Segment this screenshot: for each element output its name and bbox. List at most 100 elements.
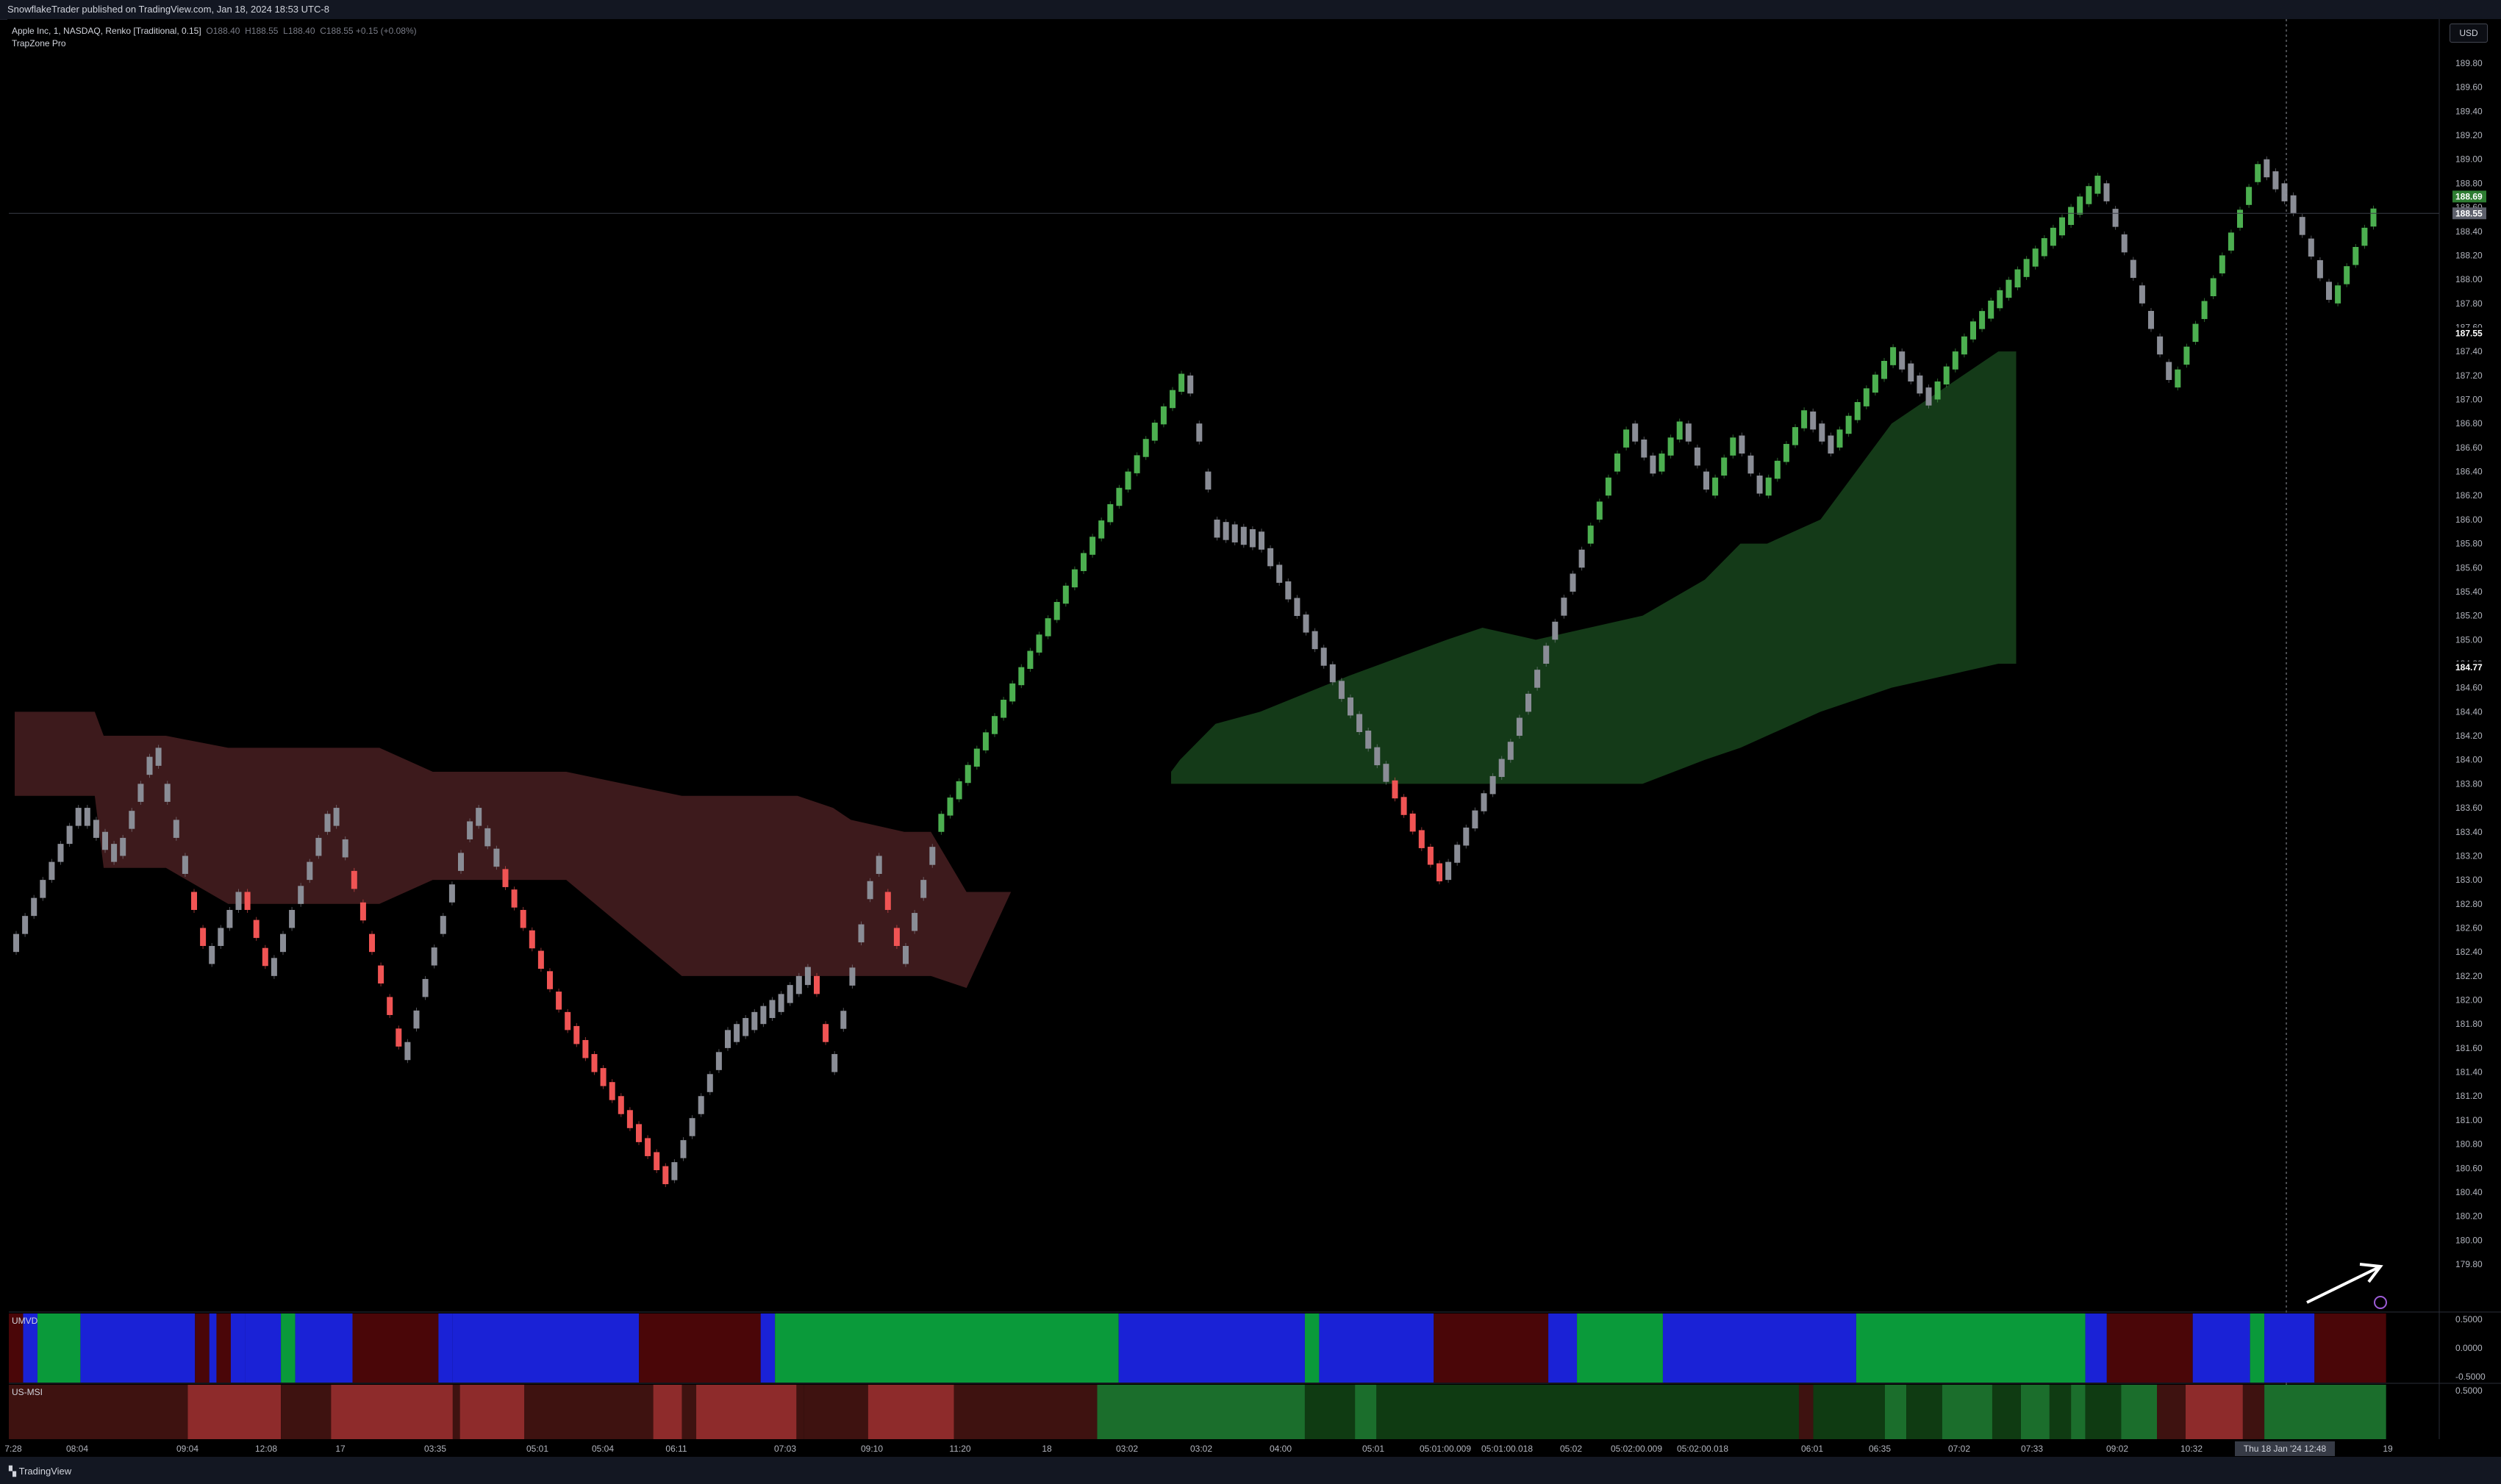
renko-brick bbox=[814, 975, 820, 994]
y-tick-label: 183.00 bbox=[2455, 875, 2483, 885]
renko-brick bbox=[725, 1030, 731, 1048]
renko-brick bbox=[1934, 381, 1941, 400]
renko-brick bbox=[1703, 471, 1709, 490]
renko-brick bbox=[2210, 278, 2216, 296]
renko-brick bbox=[1747, 455, 1754, 474]
renko-brick bbox=[1294, 598, 1300, 617]
indicator-segment bbox=[1577, 1313, 1663, 1383]
renko-brick bbox=[182, 856, 188, 874]
renko-brick bbox=[359, 902, 366, 921]
renko-brick bbox=[1498, 759, 1505, 778]
renko-brick bbox=[671, 1162, 678, 1180]
indicator-segment bbox=[953, 1385, 1098, 1439]
renko-brick bbox=[1730, 437, 1736, 456]
renko-brick bbox=[1979, 311, 1986, 329]
renko-brick bbox=[1543, 645, 1550, 664]
x-tick-label: 09:10 bbox=[861, 1444, 883, 1454]
y-tick-label: 189.00 bbox=[2455, 154, 2483, 165]
renko-brick bbox=[600, 1068, 607, 1086]
x-tick-label: 10:32 bbox=[2180, 1444, 2203, 1454]
renko-brick bbox=[849, 967, 856, 986]
renko-brick bbox=[1641, 439, 1647, 458]
indicator-segment bbox=[459, 1385, 525, 1439]
renko-brick bbox=[1267, 548, 1274, 567]
close-value: 188.55 +0.15 (+0.08%) bbox=[326, 26, 417, 36]
indicator-segment bbox=[1097, 1385, 1305, 1439]
y-tick-label: 188.20 bbox=[2455, 250, 2483, 260]
renko-brick bbox=[2281, 183, 2288, 201]
renko-brick bbox=[787, 985, 793, 1003]
y-tick-label: 182.60 bbox=[2455, 922, 2483, 933]
renko-brick bbox=[1045, 618, 1051, 637]
renko-brick bbox=[1107, 503, 1114, 523]
indicator-segment bbox=[1856, 1313, 2086, 1383]
x-tick-label: 05:02:00.018 bbox=[1677, 1444, 1728, 1454]
renko-brick bbox=[1783, 443, 1789, 462]
renko-brick bbox=[1187, 375, 1194, 394]
renko-brick bbox=[1667, 437, 1674, 456]
x-tick-label: 06:35 bbox=[1869, 1444, 1891, 1454]
renko-brick bbox=[2041, 238, 2047, 257]
indicator-segment bbox=[1942, 1385, 1992, 1439]
y-tick-label: 185.00 bbox=[2455, 634, 2483, 645]
renko-brick bbox=[2112, 209, 2119, 227]
renko-brick bbox=[1721, 457, 1728, 476]
renko-brick bbox=[307, 861, 313, 881]
renko-brick bbox=[378, 965, 384, 984]
renko-brick bbox=[626, 1110, 633, 1128]
renko-brick bbox=[431, 947, 437, 966]
indicator-segment bbox=[9, 1313, 24, 1383]
indicator-label[interactable]: TrapZone Pro bbox=[12, 38, 66, 49]
renko-brick bbox=[66, 825, 73, 845]
renko-brick bbox=[1329, 664, 1336, 683]
renko-brick bbox=[1881, 360, 1887, 379]
renko-brick bbox=[1961, 336, 1967, 355]
renko-brick bbox=[146, 756, 153, 775]
renko-brick bbox=[1819, 423, 1825, 442]
indicator-segment bbox=[1992, 1385, 2021, 1439]
renko-brick bbox=[1259, 531, 1264, 550]
renko-brick bbox=[413, 1010, 420, 1029]
indicator-segment bbox=[216, 1313, 231, 1383]
renko-brick bbox=[1970, 321, 1976, 340]
indicator-segment bbox=[80, 1313, 196, 1383]
renko-brick bbox=[556, 992, 562, 1010]
renko-brick bbox=[2255, 164, 2261, 182]
y-tick-label: 181.40 bbox=[2455, 1067, 2483, 1078]
renko-brick bbox=[1534, 670, 1541, 688]
renko-brick bbox=[493, 848, 500, 867]
x-tick-label: 03:35 bbox=[424, 1444, 446, 1454]
renko-brick bbox=[2352, 247, 2359, 265]
renko-brick bbox=[992, 716, 998, 734]
renko-brick bbox=[645, 1138, 651, 1156]
renko-brick bbox=[1801, 410, 1808, 429]
renko-brick bbox=[1774, 460, 1781, 479]
renko-brick bbox=[1409, 813, 1416, 832]
currency-button[interactable]: USD bbox=[2450, 24, 2488, 43]
x-tick-label: 06:01 bbox=[1801, 1444, 1823, 1454]
renko-brick bbox=[698, 1096, 704, 1114]
y-tick-label: 183.20 bbox=[2455, 850, 2483, 861]
renko-brick bbox=[1445, 861, 1452, 881]
y-tick-label: 184.20 bbox=[2455, 731, 2483, 741]
renko-brick bbox=[315, 837, 322, 856]
renko-brick bbox=[1712, 477, 1719, 496]
renko-brick bbox=[1925, 387, 1932, 406]
indicator-y-tick: 0.5000 bbox=[2455, 1386, 2483, 1396]
renko-brick bbox=[1249, 528, 1256, 548]
renko-brick bbox=[2264, 159, 2270, 178]
indicator-segment bbox=[639, 1313, 761, 1383]
renko-brick bbox=[1685, 423, 1692, 442]
renko-brick bbox=[235, 892, 242, 910]
renko-brick bbox=[22, 916, 29, 934]
x-tick-label: 12:08 bbox=[255, 1444, 277, 1454]
tradingview-logo[interactable]: ▚ TradingView bbox=[9, 1466, 71, 1477]
renko-brick bbox=[1090, 537, 1096, 555]
renko-brick bbox=[1427, 846, 1434, 865]
y-tick-label: 180.80 bbox=[2455, 1139, 2483, 1150]
symbol-label[interactable]: Apple Inc, 1, NASDAQ, Renko [Traditional… bbox=[12, 26, 201, 36]
renko-brick bbox=[2272, 171, 2279, 190]
renko-brick bbox=[1792, 427, 1798, 445]
renko-brick bbox=[2032, 248, 2039, 267]
